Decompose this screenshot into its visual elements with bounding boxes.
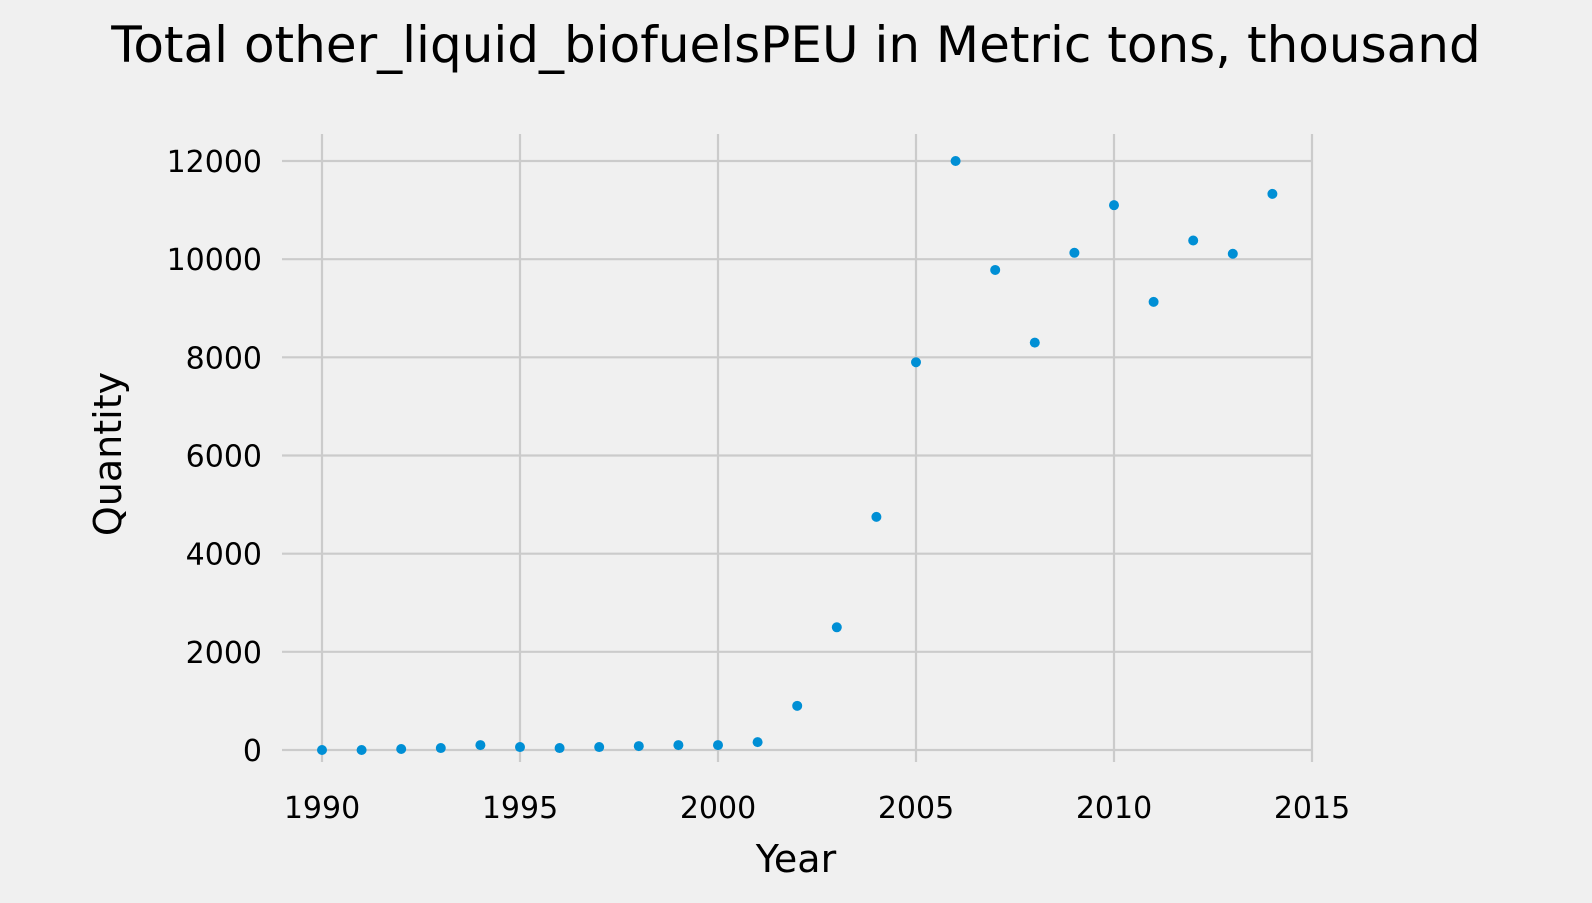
data-point — [1029, 337, 1040, 348]
x-tick-label: 2010 — [1076, 791, 1152, 826]
data-point — [911, 357, 921, 368]
x-tick-label: 1990 — [284, 791, 360, 826]
data-point — [594, 742, 605, 753]
chart-title: Total other_liquid_biofuelsPEU in Metric… — [110, 16, 1480, 74]
data-point — [713, 740, 723, 751]
y-tick-label: 4000 — [186, 538, 262, 573]
y-tick-label: 12000 — [167, 145, 262, 180]
grid — [282, 134, 1314, 762]
data-point — [831, 622, 842, 633]
data-point — [990, 264, 1001, 275]
data-point — [673, 740, 684, 751]
y-tick-label: 10000 — [167, 243, 262, 278]
data-point — [554, 743, 565, 754]
data-point — [871, 511, 882, 522]
x-tick-label: 2015 — [1274, 791, 1350, 826]
data-point — [792, 700, 803, 711]
data-point — [515, 742, 525, 753]
y-tick-label: 6000 — [186, 440, 262, 475]
y-tick-label: 0 — [243, 734, 262, 769]
data-point — [317, 745, 327, 755]
data-point — [435, 743, 446, 754]
data-points — [317, 156, 1278, 755]
data-point — [1227, 248, 1238, 259]
x-axis-label: Year — [755, 837, 837, 881]
x-tick-label: 2000 — [680, 791, 756, 826]
data-point — [752, 737, 763, 748]
data-point — [356, 745, 367, 755]
data-point — [1148, 296, 1159, 307]
data-point — [1267, 188, 1278, 199]
tick-labels: 1990 1995 2000 2005 2010 2015 0 2000 4000 6000 800… — [167, 145, 1351, 826]
data-point — [633, 741, 644, 752]
y-axis-label: Quantity — [86, 372, 130, 536]
data-point — [396, 744, 407, 755]
data-point — [1069, 247, 1080, 258]
data-point — [950, 156, 961, 166]
x-tick-label: 1995 — [482, 791, 558, 826]
data-point — [1109, 200, 1119, 211]
data-point — [475, 740, 486, 751]
y-tick-label: 8000 — [186, 341, 262, 376]
x-tick-label: 2005 — [878, 791, 954, 826]
y-tick-label: 2000 — [186, 636, 262, 671]
data-point — [1188, 235, 1199, 246]
